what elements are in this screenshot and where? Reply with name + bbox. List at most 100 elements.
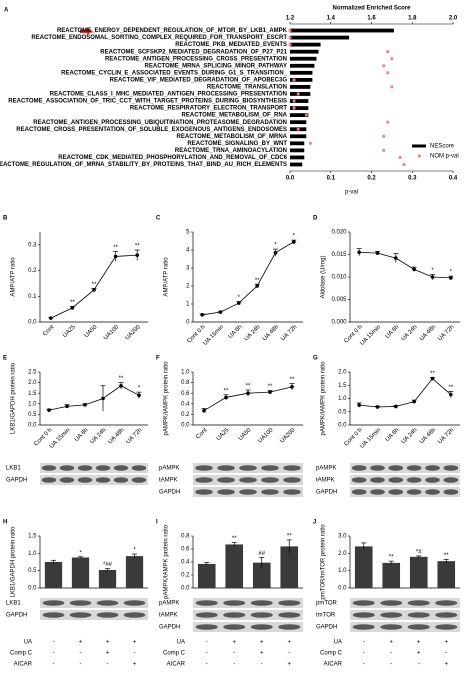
point bbox=[65, 404, 69, 409]
treatment-sign: - bbox=[233, 662, 235, 668]
treatment-name: Comp C bbox=[163, 651, 186, 657]
y-tick-label: 1.5 bbox=[28, 534, 37, 540]
x-tick-label: UA50 bbox=[238, 427, 253, 442]
legend-label: NOM p-val bbox=[430, 154, 459, 160]
y-tick-label: 0.0 bbox=[181, 423, 190, 429]
x-tick-label: Cont bbox=[42, 324, 55, 337]
y-tick-label: 1.0 bbox=[338, 396, 347, 402]
blot-band bbox=[69, 612, 92, 618]
blot-label: pAMPK bbox=[159, 466, 179, 472]
blot-band bbox=[250, 612, 273, 618]
bar bbox=[290, 141, 305, 146]
category-label: REACTOME_ENDOSOMAL_SORTING_COMPLEX_REQUI… bbox=[31, 35, 287, 41]
significance-label: ** bbox=[246, 384, 251, 390]
treatment-name: UA bbox=[177, 640, 185, 646]
x-tick-label: UA 48h bbox=[419, 427, 437, 445]
blot-background bbox=[350, 598, 460, 608]
y-tick-label: 1.5 bbox=[338, 383, 347, 389]
x-tick-label: UA 24h bbox=[244, 324, 262, 342]
y-tick-label: 0.4 bbox=[181, 401, 190, 407]
significance-label: ** bbox=[290, 377, 295, 383]
treatment-name: Comp C bbox=[320, 651, 343, 657]
panel-letter: G bbox=[313, 356, 318, 362]
blot-band bbox=[195, 477, 213, 483]
panel-letter: A bbox=[4, 8, 9, 14]
blot-band bbox=[388, 477, 404, 483]
significance-label: ** bbox=[268, 384, 273, 390]
blot-band bbox=[388, 465, 404, 471]
x-tick-label: UA200 bbox=[125, 324, 143, 342]
y-axis-title: pAMPK/tAMPK protein ratio bbox=[321, 361, 327, 436]
blot-band bbox=[217, 489, 235, 495]
pval-marker bbox=[292, 99, 296, 103]
line bbox=[202, 241, 295, 316]
y-tick-label: 0.0 bbox=[338, 586, 347, 592]
x-tick-label: UA25 bbox=[62, 324, 77, 339]
blot-band bbox=[239, 477, 257, 483]
bar bbox=[290, 155, 305, 160]
blot-background bbox=[40, 598, 148, 608]
significance-label: ** bbox=[389, 555, 394, 561]
treatment-name: AICAR bbox=[14, 662, 33, 668]
blot-band bbox=[250, 624, 273, 630]
pval-marker bbox=[304, 113, 308, 117]
point bbox=[273, 250, 278, 255]
bar bbox=[290, 63, 315, 68]
blot-band bbox=[59, 477, 75, 483]
y-tick-label: 1.0 bbox=[28, 551, 37, 557]
treatment-sign: + bbox=[133, 662, 137, 668]
y-tick-label: 1.5 bbox=[28, 391, 37, 397]
y-axis-title: pmTOR/tmTOR protein ratio bbox=[321, 524, 327, 600]
blot-band bbox=[380, 612, 403, 618]
blot-band bbox=[195, 600, 218, 606]
x-tick-label: UA25 bbox=[216, 427, 231, 442]
blot-band bbox=[283, 465, 301, 471]
category-label: REACTOME_ENERGY_DEPENDENT_REGULATION_OF_… bbox=[57, 28, 288, 34]
treatment-sign: - bbox=[261, 662, 263, 668]
bar bbox=[290, 99, 309, 103]
y-tick-label: 0.0 bbox=[28, 320, 37, 326]
point bbox=[137, 393, 141, 398]
bar bbox=[290, 85, 311, 89]
y-axis-title: pAMPK/tAMPK protein ratio bbox=[164, 524, 170, 599]
category-label: REACTOME_CROSS_PRESENTATION_OF_SOLUBLE_E… bbox=[16, 127, 287, 133]
category-label: REACTOME_ASSOCIATION_OF_TRIC_CCT_WITH_TA… bbox=[8, 99, 287, 105]
blot-band bbox=[407, 624, 430, 630]
x2-axis-title: p-val bbox=[345, 190, 358, 196]
y-axis-title: LKB1/GAPDH protein ratio bbox=[11, 526, 17, 598]
blot-label: tAMPK bbox=[316, 478, 335, 484]
blot-band bbox=[250, 600, 273, 606]
panel-letter: H bbox=[3, 520, 7, 526]
blot-band bbox=[370, 477, 385, 483]
y-tick-label: 2.0 bbox=[338, 370, 347, 376]
blot-band bbox=[59, 465, 75, 471]
blot-background bbox=[350, 475, 460, 485]
y-tick-label: 0.0 bbox=[181, 586, 190, 592]
x-tick-label: UA 72h bbox=[437, 324, 455, 342]
point bbox=[394, 256, 398, 260]
blot-band bbox=[261, 465, 279, 471]
treatment-sign: + bbox=[417, 640, 421, 646]
category-label: REACTOME_SIGNALING_BY_WNT bbox=[187, 141, 287, 147]
panel-letter: C bbox=[156, 216, 161, 222]
blot-band bbox=[407, 600, 430, 606]
blot-background bbox=[350, 610, 460, 620]
blot-band bbox=[370, 465, 385, 471]
blot-label: tAMPK bbox=[159, 613, 178, 619]
significance-label: ** bbox=[232, 536, 237, 542]
y-axis-title: AMP/ATP ratio bbox=[11, 257, 17, 297]
significance-label: * bbox=[133, 548, 136, 554]
pval-marker bbox=[386, 50, 390, 54]
blot-band bbox=[131, 477, 147, 483]
treatment-sign: - bbox=[107, 662, 109, 668]
bar bbox=[290, 70, 313, 75]
category-label: REACTOME_ANTIGEN_PROCESSING_UBIQUITINATI… bbox=[33, 120, 287, 126]
blot-background bbox=[350, 622, 460, 632]
x-tick-label: UA200 bbox=[279, 427, 297, 445]
blot-label: GAPDH bbox=[316, 625, 337, 631]
blot-band bbox=[406, 489, 422, 495]
x-tick-label: 2.0 bbox=[449, 16, 458, 22]
y-tick-label: 0.8 bbox=[181, 534, 190, 540]
highlight-arrow bbox=[80, 27, 93, 35]
blot-band bbox=[425, 465, 440, 471]
